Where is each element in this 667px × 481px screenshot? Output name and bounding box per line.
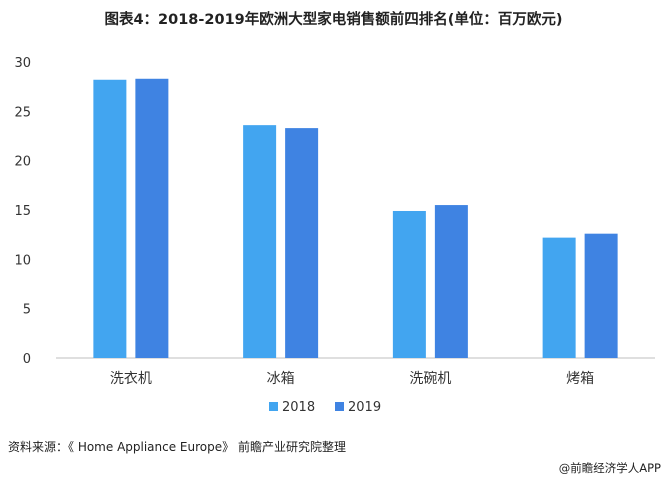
x-axis-labels: 洗衣机 冰箱 洗碗机 烤箱 [110,371,594,387]
legend-swatch-2019 [335,402,344,411]
bar-2019-3 [584,233,618,358]
legend-label-2019: 2019 [348,400,381,415]
bar-2018-1 [243,125,277,358]
y-tick-label-2: 10 [14,253,31,268]
y-tick-label-0: 0 [23,352,31,367]
y-tick-label-5: 25 [14,105,31,120]
x-tick-label-3: 烤箱 [566,371,594,387]
source-note: 资料来源：《 Home Appliance Europe》 前瞻产业研究院整理 [8,440,346,454]
y-tick-label-1: 5 [23,303,31,318]
chart-title: 图表4：2018-2019年欧洲大型家电销售额前四排名(单位：百万欧元) [104,12,563,28]
x-tick-label-0: 洗衣机 [110,371,152,387]
bar-2019-2 [434,205,468,358]
x-tick-label-1: 冰箱 [267,371,295,387]
bars [93,78,618,359]
bar-2018-3 [542,237,576,358]
bar-2018-2 [392,210,426,358]
y-axis-ticks: 0 5 10 15 20 25 30 [14,56,31,367]
legend-label-2018: 2018 [282,400,315,415]
y-tick-label-3: 15 [14,204,31,219]
bar-2019-0 [135,78,169,359]
bar-2018-0 [93,79,127,358]
legend: 2018 2019 [269,400,381,415]
y-tick-label-6: 30 [14,56,31,71]
y-tick-label-4: 20 [14,155,31,170]
credit-note: @前瞻经济学人APP [558,461,661,475]
bar-2019-1 [285,128,319,358]
legend-swatch-2018 [269,402,278,411]
x-tick-label-2: 洗碗机 [409,371,451,387]
